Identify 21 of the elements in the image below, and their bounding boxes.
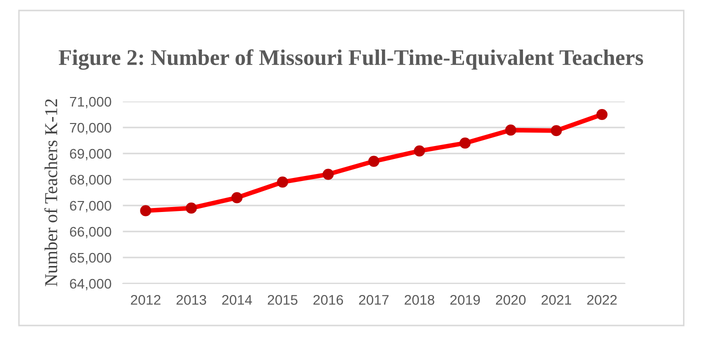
x-tick-label: 2018 [404,294,434,305]
x-tick-label: 2012 [130,294,160,305]
y-tick-label: 67,000 [70,200,112,212]
y-tick-label: 69,000 [70,148,112,160]
y-tick-label: 71,000 [70,96,112,108]
x-tick-label: 2014 [222,294,252,305]
y-tick-label: 65,000 [70,252,112,264]
x-tick-label: 2019 [450,294,480,305]
x-tick-label: 2017 [359,294,389,305]
y-tick-label: 70,000 [70,122,112,134]
x-tick-label: 2021 [542,294,572,305]
x-tick-label: 2013 [176,294,206,305]
x-tick-label: 2020 [496,294,526,305]
y-tick-label: 64,000 [70,278,112,290]
y-tick-label: 68,000 [70,174,112,186]
y-axis-title: Number of Teachers K-12 [44,99,58,286]
y-tick-label: 66,000 [70,226,112,238]
x-tick-label: 2015 [268,294,298,305]
x-tick-label: 2016 [313,294,344,305]
chart-title: Figure 2: Number of Missouri Full-Time-Equivalent Teachers [58,49,644,70]
x-tick-label: 2022 [587,294,617,305]
